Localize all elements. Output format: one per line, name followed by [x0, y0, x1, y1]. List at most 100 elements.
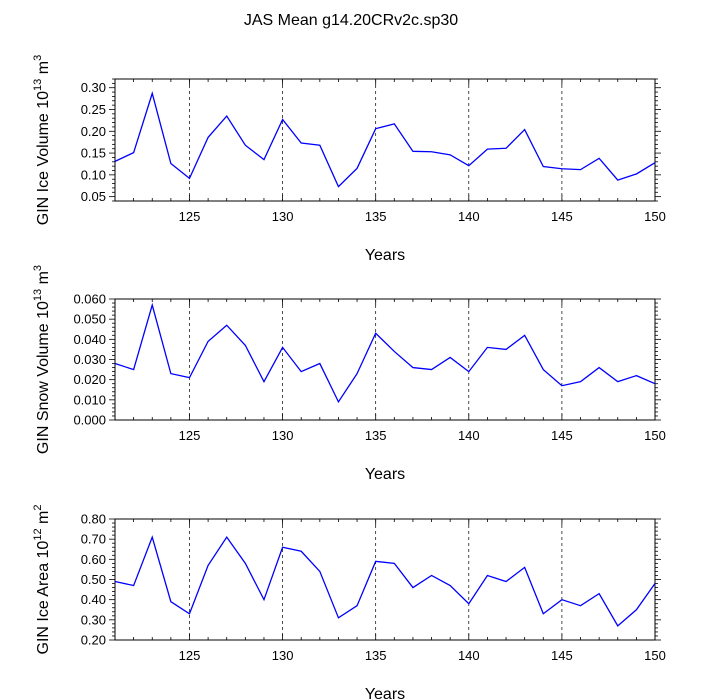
data-point	[635, 374, 637, 376]
data-point	[486, 148, 488, 150]
data-point	[263, 380, 265, 382]
data-point	[226, 115, 228, 117]
y-tick-label: 0.20	[81, 633, 106, 648]
data-point	[561, 385, 563, 387]
chart-panel-ice-area: 125 130 135 140 145 150 0.20 0.30 0.40 0.50 0.60 0.…	[32, 505, 666, 700]
data-point	[319, 144, 321, 146]
data-point	[374, 332, 376, 334]
data-point	[151, 304, 153, 306]
x-tick-label: 125	[179, 648, 201, 663]
y-tick-label: 0.000	[73, 413, 106, 428]
y-tick-label: 0.70	[81, 532, 106, 547]
data-point	[412, 150, 414, 152]
x-axis-title: Years	[365, 466, 405, 483]
data-point	[374, 127, 376, 129]
x-tick-label: 145	[551, 428, 573, 443]
data-point	[319, 362, 321, 364]
x-tick-label: 135	[365, 648, 387, 663]
data-point	[207, 564, 209, 566]
data-point	[300, 142, 302, 144]
data-point	[300, 550, 302, 552]
data-point	[430, 368, 432, 370]
data-point	[356, 372, 358, 374]
data-point	[188, 613, 190, 615]
data-point	[430, 574, 432, 576]
y-tick-label: 0.010	[73, 392, 106, 407]
data-point	[226, 324, 228, 326]
data-point	[561, 168, 563, 170]
figure-title: JAS Mean g14.20CRv2c.sp30	[244, 12, 458, 29]
data-point	[468, 603, 470, 605]
data-point	[449, 356, 451, 358]
y-tick-label: 0.50	[81, 572, 106, 587]
plot-frame	[114, 298, 656, 421]
x-tick-label: 140	[458, 648, 480, 663]
y-tick-label: 0.050	[73, 312, 106, 327]
data-point	[617, 625, 619, 627]
data-point	[468, 370, 470, 372]
y-tick-label: 0.060	[73, 292, 106, 307]
data-point	[449, 154, 451, 156]
y-tick-label: 0.040	[73, 332, 106, 347]
x-tick-label: 125	[179, 428, 201, 443]
data-point	[523, 334, 525, 336]
data-point	[263, 598, 265, 600]
data-point	[393, 350, 395, 352]
data-point	[207, 340, 209, 342]
data-point	[337, 185, 339, 187]
data-point	[132, 584, 134, 586]
x-tick-label: 130	[272, 648, 294, 663]
data-point	[579, 605, 581, 607]
data-point	[319, 570, 321, 572]
data-point	[170, 600, 172, 602]
data-point	[244, 344, 246, 346]
data-point	[263, 158, 265, 160]
data-point	[374, 560, 376, 562]
data-point	[523, 128, 525, 130]
x-tick-label: 135	[365, 209, 387, 224]
y-tick-label: 0.30	[81, 80, 106, 95]
y-tick-label: 0.05	[81, 189, 106, 204]
data-point	[505, 147, 507, 149]
y-tick-label: 0.020	[73, 372, 106, 387]
data-point	[654, 161, 656, 163]
data-point	[505, 580, 507, 582]
series-line-snow-volume	[114, 302, 656, 404]
y-tick-label: 0.030	[73, 352, 106, 367]
data-point	[468, 165, 470, 167]
data-point	[598, 592, 600, 594]
data-point	[337, 401, 339, 403]
x-axis-title: Years	[365, 686, 405, 700]
data-point	[281, 346, 283, 348]
data-point	[542, 165, 544, 167]
data-point	[635, 173, 637, 175]
data-point	[132, 151, 134, 153]
data-point	[151, 536, 153, 538]
data-point	[617, 179, 619, 181]
x-tick-label: 145	[551, 648, 573, 663]
y-axis-title: GIN Snow Volume 1013 m3	[32, 265, 52, 454]
data-point	[598, 366, 600, 368]
x-tick-label: 130	[272, 428, 294, 443]
chart-panel-snow-volume: 125 130 135 140 145 150 0.000 0.010 0.020 0.030 0.…	[32, 265, 666, 483]
data-point	[244, 144, 246, 146]
data-point	[281, 118, 283, 120]
data-point	[598, 157, 600, 159]
data-point	[151, 92, 153, 94]
data-point	[393, 562, 395, 564]
chart-panel-ice-volume: 125 130 135 140 145 150 0.05 0.10 0.15 0.20 0.25 0.…	[32, 55, 666, 264]
x-tick-label: 135	[365, 428, 387, 443]
y-tick-label: 0.40	[81, 592, 106, 607]
plot-frame	[114, 518, 656, 641]
data-point	[412, 366, 414, 368]
data-point	[114, 160, 116, 162]
x-axis-title: Years	[365, 247, 405, 264]
series-line-ice-area	[114, 535, 656, 627]
data-point	[207, 136, 209, 138]
data-point	[654, 383, 656, 385]
x-tick-label: 150	[644, 209, 666, 224]
data-point	[617, 380, 619, 382]
y-tick-label: 0.20	[81, 124, 106, 139]
data-point	[486, 346, 488, 348]
